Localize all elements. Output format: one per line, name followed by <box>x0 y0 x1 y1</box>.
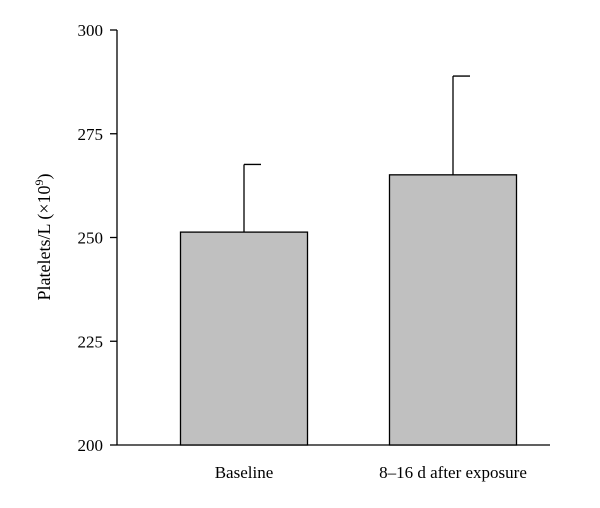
error-bars <box>243 75 470 233</box>
y-axis: 200 225 250 275 300 <box>78 21 118 455</box>
y-tick-label: 250 <box>78 229 104 248</box>
y-axis-title: Platelets/L (×109) <box>32 174 55 301</box>
y-axis-title-superscript: 9 <box>32 180 46 186</box>
y-tick-label: 275 <box>78 125 104 144</box>
y-axis-title-main: Platelets/L (×10 <box>34 186 55 301</box>
y-tick-label: 300 <box>78 21 104 40</box>
y-axis-title-suffix: ) <box>34 174 55 180</box>
category-label: 8–16 d after exposure <box>379 463 527 482</box>
category-label: Baseline <box>215 463 274 482</box>
y-tick-label: 200 <box>78 436 104 455</box>
bar <box>388 174 518 446</box>
bar <box>179 231 309 446</box>
y-tick-label: 225 <box>78 332 104 351</box>
bars <box>179 174 518 446</box>
category-labels: Baseline 8–16 d after exposure <box>215 463 527 482</box>
